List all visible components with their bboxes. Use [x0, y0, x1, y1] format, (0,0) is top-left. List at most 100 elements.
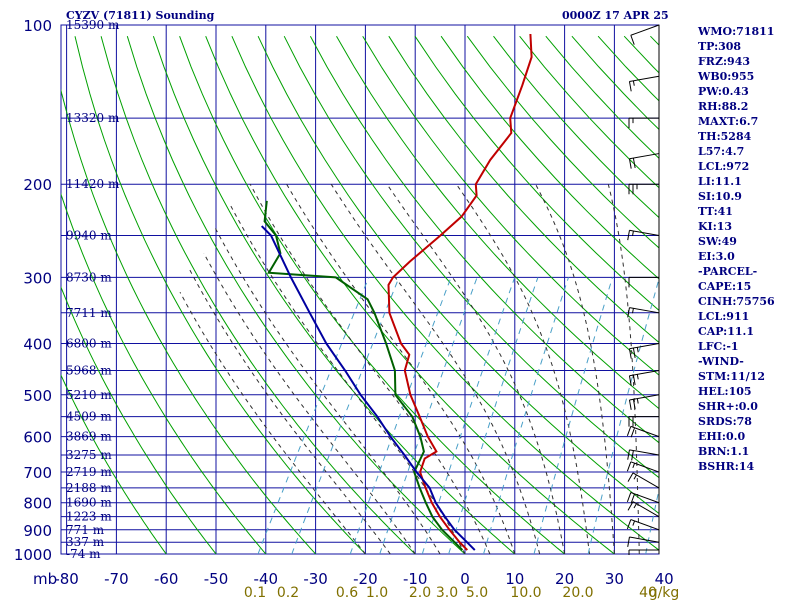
- height-label: 7711 m: [66, 306, 112, 320]
- barb-flag: [626, 492, 632, 503]
- dry-adiabat: [309, 35, 659, 444]
- mixing-ratio-label: 3.0: [436, 585, 458, 600]
- barb-flag: [632, 399, 636, 410]
- barb-flag: [630, 427, 636, 438]
- pressure-tick-label: 900: [23, 522, 52, 540]
- mixing-ratio-label: 2.0: [409, 585, 431, 600]
- dry-adiabat: [126, 36, 466, 554]
- dry-adiabat: [179, 36, 566, 554]
- mixing-ratio-line: [379, 277, 478, 554]
- barb-flag: [627, 307, 630, 318]
- barb-flag: [632, 374, 636, 385]
- height-label: 15390 m: [66, 18, 120, 32]
- moist-adiabat: [203, 252, 416, 554]
- height-label: 1223 m: [66, 510, 112, 524]
- barb-flag: [632, 347, 636, 358]
- barb-staff: [629, 229, 660, 237]
- barb-flag: [626, 519, 632, 530]
- mixing-ratio-line: [349, 277, 452, 554]
- height-label: 8730 m: [66, 270, 112, 284]
- barb-flag: [628, 81, 632, 92]
- barb-flag: [627, 230, 630, 241]
- mixing-ratio-line: [587, 277, 659, 554]
- barb-half-flag: [636, 374, 639, 380]
- index-value: BRN:1.1: [698, 445, 750, 458]
- wind-barb: [628, 117, 659, 129]
- wind-barb: [628, 416, 659, 427]
- wind-barb: [627, 449, 660, 461]
- moist-adiabat: [535, 183, 615, 554]
- height-label: -74 m: [66, 547, 101, 561]
- barb-staff: [630, 519, 660, 531]
- pressure-tick-label: 600: [23, 429, 52, 447]
- barb-staff: [629, 153, 660, 160]
- temp-tick-label: -50: [204, 570, 229, 588]
- dry-adiabat: [336, 35, 659, 410]
- height-label: 2188 m: [66, 481, 112, 495]
- height-label: 1690 m: [66, 496, 112, 510]
- barb-flag: [628, 158, 632, 169]
- temp-tick-label: -10: [403, 570, 428, 588]
- moist-adiabat: [664, 184, 667, 554]
- dry-adiabat: [61, 285, 217, 554]
- dry-adiabat: [61, 192, 267, 554]
- wind-barb: [628, 183, 659, 195]
- barb-flag: [628, 399, 632, 410]
- temp-tick-label: -80: [54, 570, 79, 588]
- wind-barb: [626, 461, 660, 473]
- wind-barb: [630, 24, 660, 45]
- wind-barb: [626, 519, 660, 531]
- index-value: STM:11/12: [698, 370, 765, 383]
- pressure-tick-label: 400: [23, 335, 52, 353]
- index-value: TP:308: [698, 40, 742, 53]
- pressure-tick-label: 300: [23, 269, 52, 287]
- barb-flag: [630, 493, 636, 504]
- barb-flag: [626, 461, 632, 472]
- temp-tick-label: -70: [104, 570, 129, 588]
- mixing-ratio-line: [533, 277, 613, 554]
- temp-tick-label: -30: [303, 570, 328, 588]
- barb-flag: [627, 501, 634, 511]
- mixing-ratio-label: 1.0: [366, 585, 388, 600]
- dry-adiabat: [781, 36, 800, 565]
- barb-staff: [629, 449, 660, 456]
- height-label: 3275 m: [66, 448, 112, 462]
- dry-adiabat: [388, 35, 659, 344]
- moist-adiabat: [189, 269, 391, 554]
- mixing-ratio-label: 0.1: [244, 585, 266, 600]
- mixing-ratio-label: 20.0: [562, 585, 593, 600]
- height-label: 2719 m: [66, 465, 112, 479]
- index-value: SW:49: [698, 235, 737, 248]
- barb-flag: [627, 472, 634, 482]
- index-value: LFC:-1: [698, 340, 739, 353]
- mixing-ratio-line: [483, 277, 569, 554]
- index-value: PW:0.43: [698, 85, 749, 98]
- temp-tick-label: 20: [555, 570, 574, 588]
- barb-staff: [629, 342, 660, 350]
- barb-staff: [629, 394, 660, 401]
- wind-barb: [627, 229, 660, 241]
- wind-barb: [628, 153, 660, 169]
- barb-half-flag: [633, 474, 637, 480]
- dry-adiabat: [440, 35, 659, 280]
- height-label: 5968 m: [66, 364, 112, 378]
- temp-tick-label: -60: [154, 570, 179, 588]
- wind-barb: [626, 425, 660, 438]
- parcel-trace: [260, 225, 476, 551]
- barb-flag: [627, 536, 630, 547]
- index-value: WMO:71811: [698, 25, 775, 38]
- moist-adiabat: [179, 291, 366, 554]
- index-value: CAP:11.1: [698, 325, 755, 338]
- pressure-tick-label: 800: [23, 495, 52, 513]
- pressure-tick-label: 200: [23, 176, 52, 194]
- height-label: 4509 m: [66, 410, 112, 424]
- barb-flag: [630, 35, 635, 45]
- wind-barb: [628, 370, 660, 386]
- barb-half-flag: [632, 308, 634, 314]
- temp-tick-label: 30: [605, 570, 624, 588]
- barb-half-flag: [636, 398, 639, 404]
- barb-staff: [629, 75, 660, 82]
- index-value: RH:88.2: [698, 100, 749, 113]
